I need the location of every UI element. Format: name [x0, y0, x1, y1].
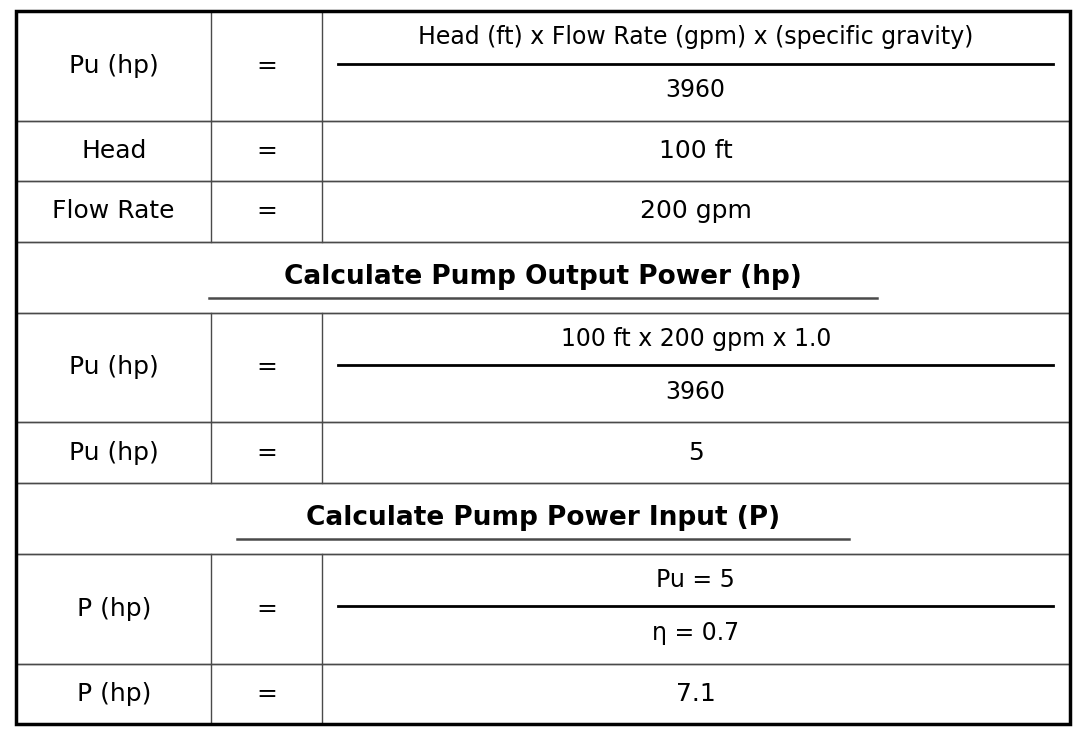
Text: 5: 5 [687, 440, 704, 465]
Text: η = 0.7: η = 0.7 [653, 621, 740, 645]
Text: =: = [256, 54, 277, 78]
Text: 3960: 3960 [666, 380, 725, 404]
Text: =: = [256, 356, 277, 379]
Text: Pu (hp): Pu (hp) [68, 54, 159, 78]
Text: =: = [256, 139, 277, 163]
Text: 3960: 3960 [666, 78, 725, 102]
Text: =: = [256, 199, 277, 223]
Text: =: = [256, 440, 277, 465]
Text: =: = [256, 682, 277, 706]
Text: Calculate Pump Power Input (P): Calculate Pump Power Input (P) [306, 505, 780, 531]
Text: Head (ft) x Flow Rate (gpm) x (specific gravity): Head (ft) x Flow Rate (gpm) x (specific … [418, 26, 973, 49]
Text: P (hp): P (hp) [76, 597, 151, 620]
Text: Calculate Pump Output Power (hp): Calculate Pump Output Power (hp) [285, 264, 801, 290]
Text: Pu (hp): Pu (hp) [68, 440, 159, 465]
Text: Pu (hp): Pu (hp) [68, 356, 159, 379]
Text: Pu = 5: Pu = 5 [656, 568, 735, 592]
Text: 100 ft: 100 ft [659, 139, 733, 163]
Text: 7.1: 7.1 [675, 682, 716, 706]
Text: Head: Head [81, 139, 147, 163]
Text: 200 gpm: 200 gpm [640, 199, 752, 223]
Text: Flow Rate: Flow Rate [52, 199, 175, 223]
Text: P (hp): P (hp) [76, 682, 151, 706]
Text: =: = [256, 597, 277, 620]
Text: 100 ft x 200 gpm x 1.0: 100 ft x 200 gpm x 1.0 [560, 327, 831, 351]
